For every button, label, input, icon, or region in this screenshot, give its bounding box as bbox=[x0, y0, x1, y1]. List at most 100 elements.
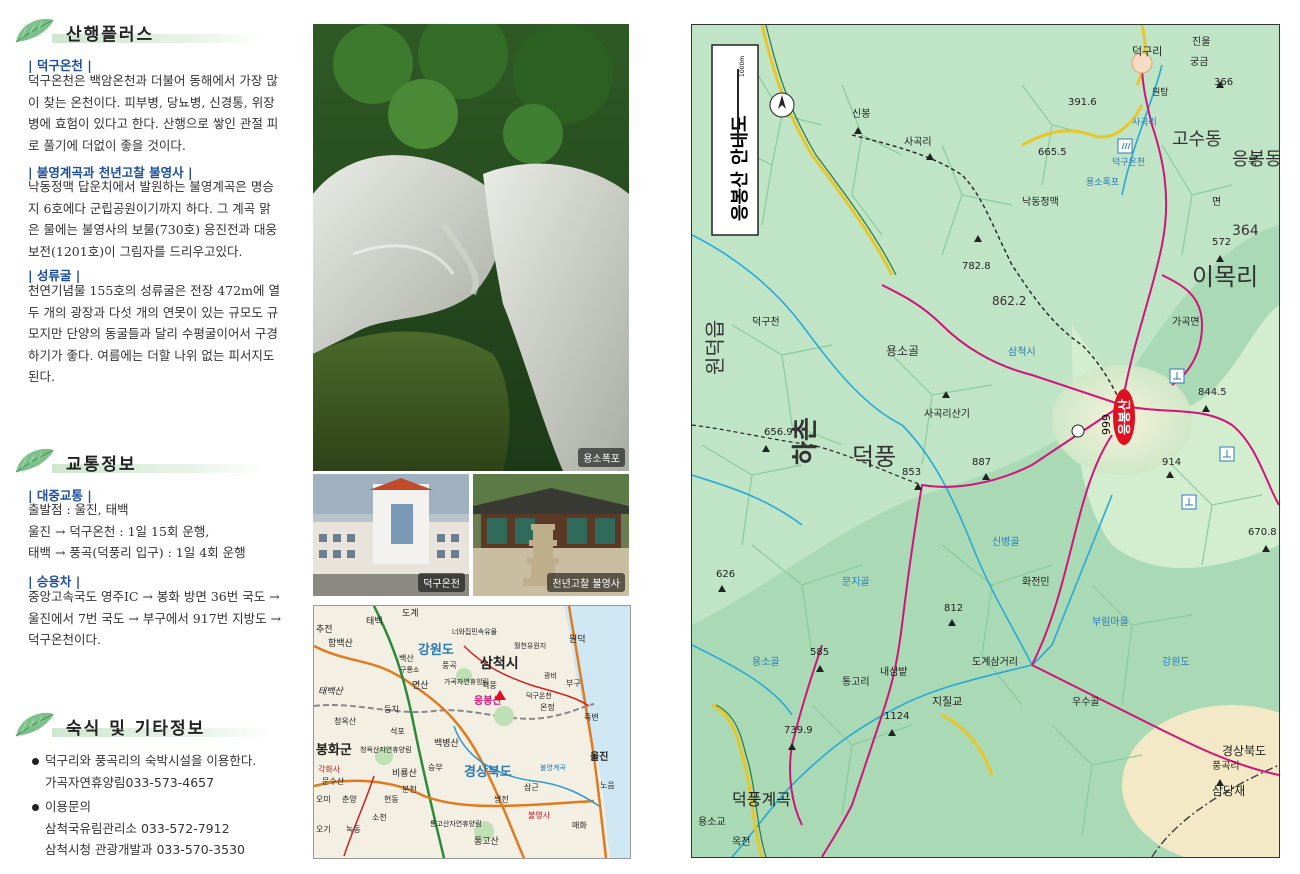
subheading-public-transit: | 대중교통 | bbox=[28, 488, 92, 503]
map-label: 삼근 bbox=[524, 782, 539, 792]
map-label: 665.5 bbox=[1038, 147, 1067, 158]
map-label: 함백산 bbox=[328, 638, 353, 649]
map-label: 현동 bbox=[384, 795, 399, 804]
map-label: 862.2 bbox=[992, 294, 1026, 308]
summit-badge: 응봉산 bbox=[1113, 389, 1135, 445]
map-label: 덕구천 bbox=[752, 316, 780, 328]
map-label: 덕구리 bbox=[1132, 45, 1162, 58]
map-label: 오기 bbox=[316, 825, 331, 834]
map-label: 삼척시 bbox=[480, 656, 519, 672]
map-label: 소천 bbox=[372, 812, 387, 822]
map-label: 가곡자연휴양림 bbox=[444, 677, 489, 686]
map-label: 추전 bbox=[316, 624, 333, 635]
map-label: 신병골 bbox=[992, 536, 1020, 548]
map-label: 녹동 bbox=[346, 825, 361, 834]
map-label: 각화사 bbox=[318, 764, 341, 774]
map-label: 백병산 bbox=[434, 738, 459, 749]
map-label: 월천유원지 bbox=[514, 641, 546, 650]
map-label: 면 bbox=[1212, 196, 1221, 208]
paragraph-seongnyu-cave: 천연기념물 155호의 성류굴은 전장 472m에 열 두 개의 광장과 다섯 … bbox=[28, 283, 280, 384]
map-label: 887 bbox=[972, 457, 991, 468]
map-label: 용소교 bbox=[698, 816, 726, 828]
leaf-icon bbox=[15, 712, 54, 737]
list-item: 이용문의 삼척국유림관리소 033-572-7912 삼척시청 관광개발과 03… bbox=[32, 796, 245, 861]
map-label: 통고리 bbox=[842, 676, 870, 688]
map-label: 응봉산 bbox=[474, 694, 502, 707]
map-label: 덕구온천 bbox=[526, 691, 552, 700]
map-label: 불영계곡 bbox=[540, 763, 566, 772]
map-label: 경상북도 bbox=[464, 764, 512, 780]
shelter-icon bbox=[1169, 368, 1185, 384]
photo-bulyeongsa: 천년고찰 불영사 bbox=[473, 474, 629, 596]
map-title: 응봉산 안내도 bbox=[730, 115, 751, 221]
map-label: 사곡리 bbox=[1132, 117, 1157, 128]
map-label: 사곡리산기 bbox=[924, 408, 970, 420]
map-label: 봉화군 bbox=[316, 742, 352, 758]
section-heading-hiking: 산행플러스 bbox=[12, 16, 262, 46]
photo-caption: 덕구온천 bbox=[418, 573, 465, 592]
map-label: 태백산 bbox=[318, 686, 345, 697]
section-heading-transport: 교통정보 bbox=[12, 446, 262, 476]
subheading-seongnyu-cave: | 성류굴 | bbox=[28, 268, 81, 283]
map-label: 853 bbox=[902, 467, 921, 478]
map-label: 부림마을 bbox=[1092, 616, 1129, 628]
map-label: 태백 bbox=[366, 616, 383, 627]
map-label: 원덕 bbox=[569, 634, 586, 645]
section-title: 숙식 및 기타정보 bbox=[66, 719, 206, 739]
summit-label: 응봉산 bbox=[1117, 399, 1133, 435]
shelter-icon bbox=[1181, 494, 1197, 510]
map-label: 오미 bbox=[316, 795, 331, 804]
map-label: 용소폭포 bbox=[1086, 177, 1119, 188]
map-label: 분천 bbox=[402, 784, 417, 794]
map-label: 풍곡 bbox=[442, 661, 457, 670]
map-label: 914 bbox=[1162, 457, 1181, 468]
subheading-car: | 승용차 | bbox=[28, 574, 81, 589]
map-label: 매화 bbox=[572, 821, 587, 830]
map-label: 궁금 bbox=[1190, 56, 1208, 68]
leaf-icon bbox=[15, 18, 54, 43]
subheading-bulyeong: | 불영계곡과 천년고찰 불영사 | bbox=[28, 165, 193, 180]
scale-label: 1000m bbox=[739, 56, 746, 77]
list-item: 덕구리와 풍곡리의 숙박시설을 이용한다. 가곡자연휴양림033-573-465… bbox=[32, 750, 256, 793]
trail-map: 응봉산 999 응봉산 안내도 1000m 하촌 덕풍 bbox=[691, 24, 1280, 858]
map-label: 용소골 bbox=[886, 344, 919, 358]
map-label: 812 bbox=[944, 603, 963, 614]
map-label: 경상북도 bbox=[1222, 744, 1266, 758]
region-label: 364 bbox=[1232, 223, 1259, 239]
map-label: 청옥산 bbox=[334, 716, 357, 726]
map-label: 지질교 bbox=[932, 695, 962, 708]
section-title: 교통정보 bbox=[66, 455, 137, 475]
map-label: 내삼밭 bbox=[880, 666, 908, 678]
paragraph-bulyeong: 낙동정맥 답운치에서 발원하는 불영계곡은 명승 지 6호에다 군립공원이기까지… bbox=[28, 179, 277, 259]
map-label: 옥전 bbox=[732, 836, 750, 848]
map-label: 석포 bbox=[390, 726, 405, 736]
map-label: 585 bbox=[810, 647, 829, 658]
map-label: 통고산 bbox=[474, 836, 499, 847]
map-label: 삼척시 bbox=[1008, 346, 1036, 358]
map-label: 부구 bbox=[566, 679, 581, 688]
map-label: 죽변 bbox=[584, 712, 599, 722]
route-number-icon bbox=[1071, 424, 1085, 438]
map-label: 덕구온천 bbox=[1112, 157, 1145, 168]
map-title-box: 응봉산 안내도 bbox=[711, 44, 759, 236]
map-label: 강원도 bbox=[418, 642, 454, 658]
region-label: 덕풍 bbox=[852, 443, 896, 471]
map-label: 백산 bbox=[399, 653, 414, 663]
map-label: 572 bbox=[1212, 237, 1231, 248]
photo-deokgu-spa: 덕구온천 bbox=[313, 474, 469, 596]
regional-map: 도계 태백 추전 함백산 강원도 삼척시 너와집민속유물 월천유원지 원덕 백산… bbox=[313, 605, 631, 859]
map-label: 통고산자연휴양림 bbox=[430, 819, 482, 828]
map-label: 등치 bbox=[384, 705, 399, 714]
subheading-deokgu-spa: | 덕구온천 | bbox=[28, 58, 92, 73]
map-label: 1124 bbox=[884, 711, 909, 722]
map-label: 신봉 bbox=[852, 108, 870, 120]
region-label: 고수동 bbox=[1172, 129, 1222, 150]
map-label: 너와집민속유물 bbox=[452, 627, 498, 636]
map-label: 울진 bbox=[590, 750, 608, 763]
map-label: 비룡산 bbox=[392, 768, 417, 779]
photo-yongso-falls: 용소폭포 bbox=[313, 24, 629, 471]
map-label: 청옥산자연휴양림 bbox=[360, 745, 412, 754]
shelter-icon bbox=[1219, 446, 1235, 462]
leaf-icon bbox=[15, 448, 54, 473]
map-label: 670.8 bbox=[1248, 527, 1277, 538]
